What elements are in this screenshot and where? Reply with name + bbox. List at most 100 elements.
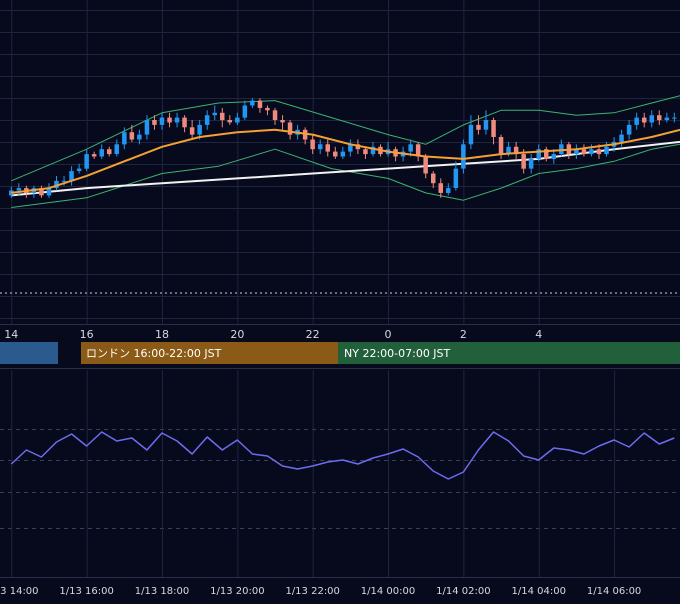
main-x-tick-label: 0 bbox=[385, 328, 392, 341]
candle-up bbox=[340, 151, 346, 157]
candle-up bbox=[69, 171, 74, 181]
candle-down bbox=[182, 117, 187, 128]
sub-x-tick-label: 1/14 04:00 bbox=[511, 586, 565, 597]
candle-down bbox=[325, 144, 330, 152]
candle-up bbox=[619, 134, 624, 142]
candle-up bbox=[99, 149, 104, 157]
candle-up bbox=[551, 154, 556, 159]
candle-up bbox=[61, 180, 67, 182]
sub-x-axis: 1/13 14:00 1/13 16:00 1/13 18:00 1/13 20:00… bbox=[0, 586, 641, 597]
candle-up bbox=[54, 180, 59, 189]
candle-up bbox=[536, 149, 541, 159]
bollinger-lower-line bbox=[11, 143, 680, 208]
sub-x-tick-label: 1/13 14:00 bbox=[0, 586, 39, 597]
candle-down bbox=[333, 151, 338, 157]
candle-down bbox=[310, 139, 315, 150]
candle-up bbox=[468, 124, 474, 145]
candle-down bbox=[107, 149, 112, 155]
main-x-axis: 14 16 18 20 22 0 2 4 bbox=[4, 328, 542, 341]
candle-up bbox=[250, 100, 255, 106]
candle-up bbox=[212, 112, 217, 116]
candle-up bbox=[574, 149, 579, 155]
candle-down bbox=[415, 144, 421, 157]
candle-down bbox=[423, 156, 428, 174]
candle-down bbox=[257, 100, 263, 108]
session-label-ny: NY 22:00-07:00 JST bbox=[344, 347, 451, 360]
main-x-tick-label: 4 bbox=[535, 328, 542, 341]
candle-up bbox=[197, 124, 202, 135]
sub-x-tick-label: 1/13 20:00 bbox=[210, 586, 264, 597]
candle-down bbox=[642, 117, 647, 123]
candle-up bbox=[144, 120, 150, 135]
candle-up bbox=[634, 117, 639, 125]
candle-down bbox=[272, 110, 278, 120]
session-band-london bbox=[81, 342, 338, 364]
candle-up bbox=[453, 168, 459, 188]
main-x-tick-label: 14 bbox=[4, 328, 18, 341]
candle-down bbox=[287, 122, 293, 135]
candle-up bbox=[46, 188, 52, 196]
candle-down bbox=[129, 132, 135, 140]
candle-down bbox=[438, 183, 443, 193]
sub-x-tick-label: 1/13 16:00 bbox=[59, 586, 113, 597]
candle-up bbox=[649, 115, 654, 123]
candle-down bbox=[363, 149, 368, 155]
session-band-tokyo bbox=[0, 342, 58, 364]
candle-up bbox=[604, 146, 609, 155]
candle-down bbox=[544, 149, 549, 159]
candle-up bbox=[76, 168, 82, 171]
candle-up bbox=[204, 115, 210, 125]
candle-down bbox=[302, 129, 308, 140]
sub-x-tick-label: 1/14 00:00 bbox=[361, 586, 415, 597]
sub-x-tick-label: 1/14 02:00 bbox=[436, 586, 490, 597]
main-price-plot bbox=[9, 95, 680, 208]
candle-down bbox=[657, 115, 662, 121]
candle-up bbox=[370, 146, 376, 155]
candle-up bbox=[242, 105, 248, 118]
candle-up bbox=[408, 144, 413, 152]
candle-up bbox=[137, 134, 142, 140]
sub-oscillator-plot bbox=[10, 431, 675, 480]
candle-down bbox=[220, 112, 225, 121]
candle-up bbox=[672, 117, 677, 119]
candle-up bbox=[528, 158, 534, 169]
sub-x-tick-label: 1/13 18:00 bbox=[135, 586, 189, 597]
candle-up bbox=[483, 120, 489, 130]
candle-down bbox=[521, 154, 526, 169]
session-bar: ロンドン 16:00-22:00 JST NY 22:00-07:00 JST bbox=[0, 342, 680, 364]
candle-down bbox=[491, 120, 496, 137]
candle-down bbox=[167, 117, 172, 123]
candle-down bbox=[498, 137, 504, 154]
session-label-london: ロンドン 16:00-22:00 JST bbox=[86, 347, 222, 360]
main-x-tick-label: 20 bbox=[230, 328, 244, 341]
main-price-grid bbox=[0, 0, 680, 324]
candle-up bbox=[114, 144, 119, 154]
main-x-tick-label: 16 bbox=[80, 328, 94, 341]
candle-up bbox=[506, 146, 511, 155]
sub-x-tick-label: 1/14 06:00 bbox=[587, 586, 641, 597]
candle-down bbox=[596, 149, 602, 155]
candle-up bbox=[235, 117, 240, 123]
candle-up bbox=[446, 188, 451, 193]
candle-down bbox=[476, 124, 481, 130]
sub-x-tick-label: 1/13 22:00 bbox=[285, 586, 339, 597]
candle-up bbox=[16, 188, 22, 191]
candle-up bbox=[122, 132, 127, 145]
candle-down bbox=[152, 120, 157, 125]
oscillator-line bbox=[10, 431, 675, 480]
candle-up bbox=[626, 124, 632, 135]
candle-up bbox=[559, 144, 564, 154]
candle-up bbox=[461, 144, 466, 169]
candle-down bbox=[265, 107, 270, 111]
main-x-tick-label: 18 bbox=[155, 328, 169, 341]
candle-up bbox=[174, 117, 180, 123]
main-x-tick-label: 22 bbox=[306, 328, 320, 341]
candle-up bbox=[318, 144, 323, 150]
candle-up bbox=[84, 154, 89, 169]
candle-down bbox=[431, 173, 436, 184]
session-band-ny bbox=[338, 342, 680, 364]
candle-down bbox=[513, 146, 519, 155]
